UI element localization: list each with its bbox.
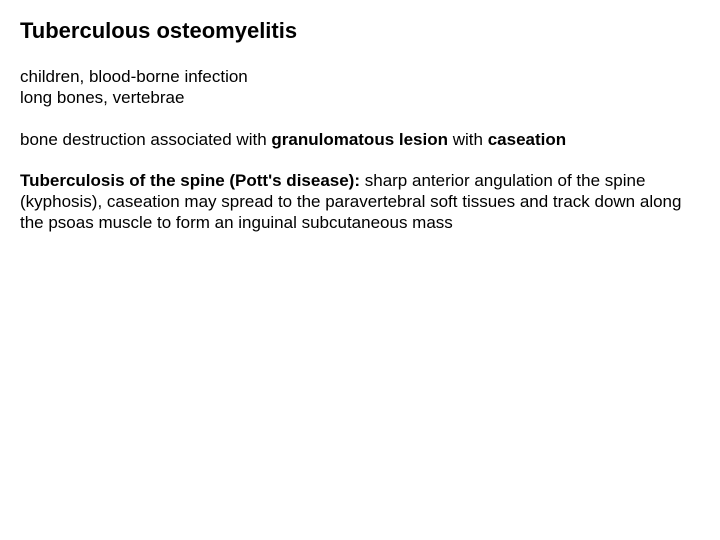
p1-line2: long bones, vertebrae: [20, 88, 184, 107]
slide: Tuberculous osteomyelitis children, bloo…: [0, 0, 720, 540]
p2-bold-d: caseation: [488, 130, 566, 149]
p2-bold-b: granulomatous lesion: [271, 130, 448, 149]
p2-text-c: with: [448, 130, 488, 149]
p1-line1: children, blood-borne infection: [20, 67, 248, 86]
p2-text-a: bone destruction associated with: [20, 130, 271, 149]
p3-bold-a: Tuberculosis of the spine (Pott's diseas…: [20, 171, 360, 190]
slide-title: Tuberculous osteomyelitis: [20, 18, 700, 44]
paragraph-1: children, blood-borne infection long bon…: [20, 66, 700, 109]
paragraph-2: bone destruction associated with granulo…: [20, 129, 700, 150]
paragraph-3: Tuberculosis of the spine (Pott's diseas…: [20, 170, 700, 234]
